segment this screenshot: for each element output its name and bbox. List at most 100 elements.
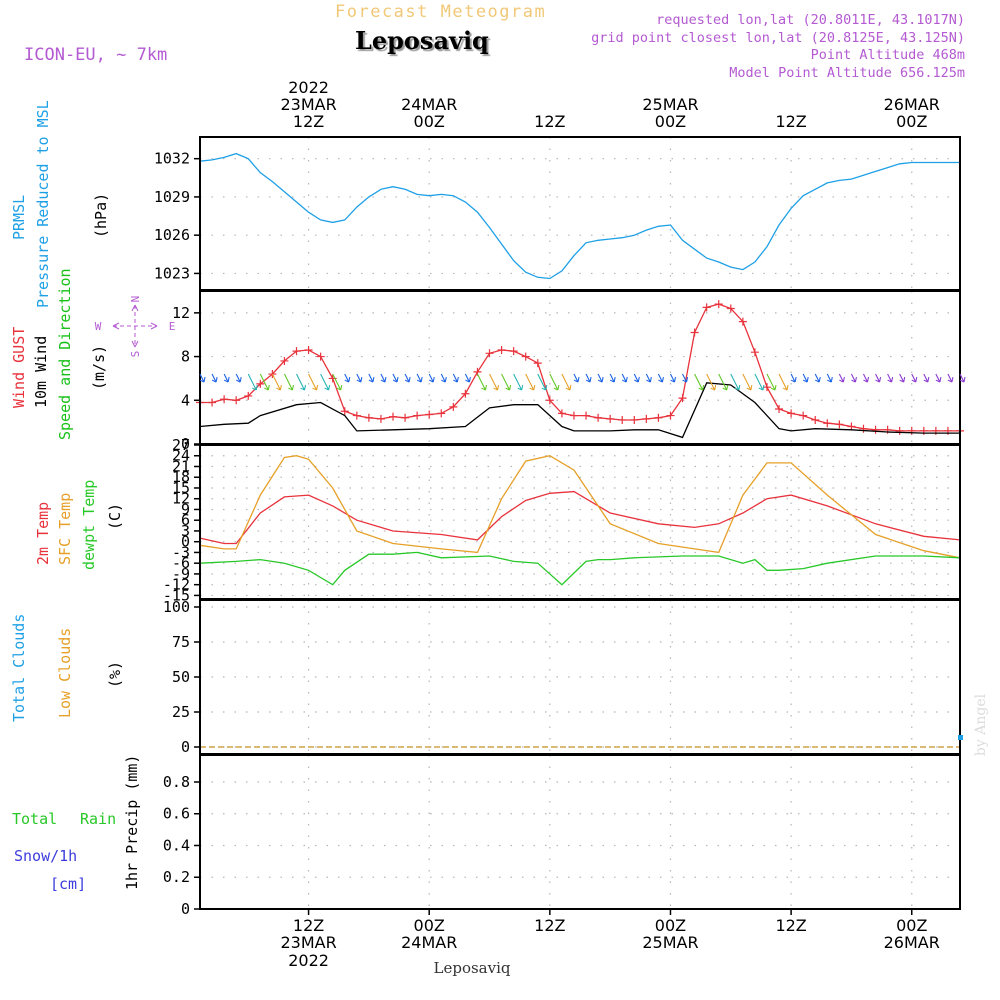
wind-label-unit: (m/s): [90, 345, 108, 390]
wind-arrow: [609, 373, 616, 383]
grid-point-coords: grid point closest lon,lat (20.8125E, 43…: [591, 30, 965, 46]
gust-marker: [907, 426, 916, 435]
gust-marker: [775, 405, 784, 414]
gust-marker: [750, 348, 759, 357]
cloud-label-unit: (%): [106, 661, 124, 688]
precipitation-frame: [199, 754, 961, 910]
wind-arrow: [392, 373, 399, 383]
wind-arrow: [259, 373, 270, 391]
compass-arrowhead-w: [112, 322, 120, 330]
gust-marker: [425, 410, 434, 419]
gust-marker: [449, 402, 458, 411]
wind-ytick-label: 4: [181, 391, 190, 409]
wind-arrow: [645, 373, 652, 383]
gust-marker: [606, 414, 615, 423]
temperature-frame: [199, 444, 961, 600]
2m-temp-line: [199, 490, 961, 545]
time-axis: 202223MAR12Z12Z23MAR202224MAR00Z00Z24MAR…: [280, 78, 939, 970]
time-top-label: 12Z: [775, 112, 806, 131]
cloud-end-marker: [958, 735, 963, 740]
time-bot-label: 00Z: [896, 916, 927, 935]
wind-arrow: [296, 373, 307, 391]
gust-marker: [726, 304, 735, 313]
gust-marker: [762, 383, 771, 392]
gust-marker: [678, 394, 687, 403]
time-bot-label: 00Z: [655, 916, 686, 935]
wind-arrow: [899, 373, 906, 383]
gust-marker: [569, 411, 578, 420]
wind-arrow: [356, 373, 363, 383]
wind-arrow: [537, 373, 548, 391]
temperature-ytick-label: -9: [172, 565, 190, 583]
gust-marker: [208, 398, 217, 407]
temperature-ytick-label: 9: [181, 500, 190, 518]
wind-arrow: [585, 373, 592, 383]
requested-coords: requested lon,lat (20.8011E, 43.1017N): [656, 12, 965, 28]
gust-marker: [799, 411, 808, 420]
wind-arrow: [223, 373, 230, 383]
prmsl-line: [199, 152, 960, 280]
time-top-label: 00Z: [896, 112, 927, 131]
precip-label-snow: Snow/1h: [14, 847, 77, 865]
gust-marker: [497, 346, 506, 355]
model-label: ICON-EU, ~ 7km: [24, 45, 167, 65]
precipitation-ytick-label: 0: [181, 900, 190, 918]
wind-arrow: [863, 373, 870, 383]
compass-rose: N S W E: [95, 296, 176, 358]
precipitation-ytick-label: 0.6: [163, 805, 190, 823]
wind-arrow: [742, 373, 753, 391]
wind-arrow: [887, 373, 894, 383]
time-top-label: 25MAR: [642, 95, 698, 114]
compass-south: S: [129, 351, 142, 358]
wind-arrow: [959, 373, 966, 383]
wind-label-gust: Wind GUST: [10, 327, 28, 408]
wind-arrow: [778, 373, 789, 391]
wind-arrow: [416, 373, 423, 383]
temp-label-2m: 2m Temp: [34, 502, 52, 565]
precipitation-ytick-label: 0.4: [163, 836, 190, 854]
gust-marker: [895, 426, 904, 435]
wind-arrow: [320, 373, 331, 391]
gust-marker: [401, 413, 410, 422]
compass-arrowhead-n: [131, 304, 139, 312]
wind-arrow: [621, 373, 628, 383]
wind-arrow: [947, 373, 954, 383]
gust-marker: [642, 414, 651, 423]
wind-arrow: [718, 373, 729, 391]
temperature-ytick-label: 0: [181, 533, 190, 551]
gust-marker: [545, 396, 554, 405]
clouds-ytick-label: 75: [172, 633, 190, 651]
gust-marker: [557, 409, 566, 418]
wind-arrow: [597, 373, 604, 383]
precipitation-panel: 0 0.2 0.4 0.6 0.8: [163, 754, 961, 918]
gust-marker: [268, 370, 277, 379]
temperature-ytick-label: 15: [172, 479, 190, 497]
wind-arrow: [525, 373, 536, 391]
clouds-ytick-label: 25: [172, 703, 190, 721]
gust-marker: [533, 359, 542, 368]
wind-arrow: [826, 373, 833, 383]
compass-east: E: [169, 320, 176, 333]
time-bot-label: 25MAR: [642, 933, 698, 952]
wind-arrow: [935, 373, 942, 383]
wind-arrow: [766, 373, 777, 391]
precip-label-total: Total: [12, 810, 57, 828]
time-bot-label: 12Z: [293, 916, 324, 935]
wind-arrow: [283, 373, 294, 391]
sfc-temp-line: [199, 455, 961, 559]
temperature-ytick-label: 27: [172, 436, 190, 454]
gust-marker: [244, 391, 253, 400]
temperature-ytick-label: 12: [172, 490, 190, 508]
gust-marker: [738, 317, 747, 326]
pressure-panel: 1023 1026 1029 1032: [154, 136, 961, 291]
wind-arrow: [440, 373, 447, 383]
time-bot-label: 2022: [288, 951, 329, 970]
gust-marker: [823, 419, 832, 428]
wind-arrow: [657, 373, 664, 383]
wind-frame: [199, 290, 961, 445]
wind-arrow: [199, 373, 206, 383]
gust-marker: [389, 412, 398, 421]
wind-arrow: [513, 373, 524, 391]
gust-marker: [666, 411, 675, 420]
wind-arrow: [404, 373, 411, 383]
